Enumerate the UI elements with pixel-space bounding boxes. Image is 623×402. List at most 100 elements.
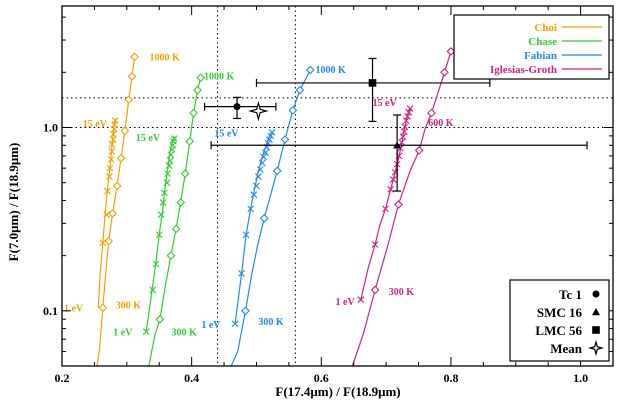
cross-marker [108,148,116,155]
series-annotation: 1 eV [113,328,133,339]
diamond-marker [116,153,126,163]
cross-marker [107,155,115,163]
series-fabian: 15 eV 1 eV 300 K 1000 K [201,65,346,366]
diamond-marker [185,136,195,146]
cross-marker [253,182,260,190]
cross-marker [103,187,111,195]
diamond-marker [272,166,282,176]
cross-marker [242,231,250,239]
diamond-marker [259,213,269,223]
cross-marker [161,189,168,197]
observation-legend: Tc 1 SMC 16 LMC 56 Mean [509,279,610,362]
cross-marker [142,328,150,336]
cross-marker [103,211,111,218]
diamond-marker [196,73,206,83]
cross-marker [231,320,239,328]
observation-legend-marker [592,290,600,298]
cross-marker [387,185,395,193]
cross-marker [105,173,113,180]
observation-legend-label: LMC 56 [535,323,582,338]
series-line-thermal [96,56,136,366]
diamond-marker [108,209,117,218]
cross-marker [109,136,117,143]
x-tick-label: 0.2 [55,371,70,385]
cross-marker [266,136,273,143]
cross-marker [155,231,163,239]
observation-smc-16 [210,114,588,192]
diamond-marker [305,65,315,75]
legend-entry-label: Chase [528,36,557,48]
diamond-marker [414,146,424,155]
cross-marker [268,129,276,136]
series-line-thermal [351,51,452,366]
series-annotation: 1000 K [204,72,235,83]
cross-marker [170,135,178,142]
cross-marker [357,296,365,304]
diamond-marker [295,85,305,95]
series-annotation: 300 K [172,328,198,339]
diamond-marker [241,306,250,316]
cross-marker [399,133,407,141]
series-iglesias-groth: 15 eV 1 eV 300 K 600 K [336,47,456,366]
observation-mean [248,100,269,122]
y-tick-label: 1.0 [43,120,58,134]
cross-marker [109,130,117,138]
series-annotation: 15 eV [214,128,239,139]
observation-legend-label: Mean [550,341,583,356]
triangle-marker [393,141,402,149]
observations-layer [204,57,588,192]
observation-legend-label: Tc 1 [559,287,582,302]
series-annotation: 1 eV [64,304,84,315]
diamond-marker [180,169,190,179]
diamond-marker [370,285,380,295]
cross-marker [111,117,119,125]
series-annotation: 15 eV [373,98,398,109]
series-annotation: 300 K [116,301,142,312]
series-annotation: 1000 K [315,65,346,76]
star-marker [248,100,269,122]
diamond-marker [189,108,198,118]
reference-lines [62,6,613,366]
observation-legend-marker [587,339,605,357]
cross-marker [262,149,269,156]
cross-marker [166,157,174,164]
circle-marker [592,290,600,298]
cross-marker [164,170,172,178]
cross-marker [106,164,114,172]
cross-marker [258,159,266,167]
observation-legend-marker [592,308,600,316]
cross-marker [255,173,262,180]
x-tick-label: 0.4 [184,371,199,385]
x-axis-label: F(17.4μm) / F(18.9μm) [275,384,400,399]
x-tick-label: 1.0 [573,371,588,385]
cross-marker [238,270,245,277]
cross-marker [404,112,411,120]
diamond-marker [104,236,114,246]
diamond-marker [288,105,298,115]
diamond-marker [124,95,134,104]
legend-entry-label: Fabian [524,50,557,62]
cross-marker [247,205,255,213]
cross-marker [389,176,397,183]
cross-marker [406,105,414,112]
series-annotation: 1000 K [150,52,181,63]
cross-marker [152,260,160,268]
diamond-marker [394,200,403,209]
cross-marker [398,138,406,146]
observation-legend-label: SMC 16 [537,305,583,320]
square-marker [368,79,377,87]
series-line-ionization [234,131,273,324]
square-marker [592,326,600,334]
triangle-marker [592,308,600,316]
diamond-marker [166,251,176,261]
legend: Choi Chase Fabian Iglesias-Groth [453,14,610,80]
cross-marker [256,166,264,173]
diamond-marker [280,135,290,144]
observation-tc-1 [204,96,277,120]
diamond-marker [446,47,456,56]
cross-marker [165,162,173,169]
circle-marker [233,103,241,111]
diamond-marker [112,181,122,191]
